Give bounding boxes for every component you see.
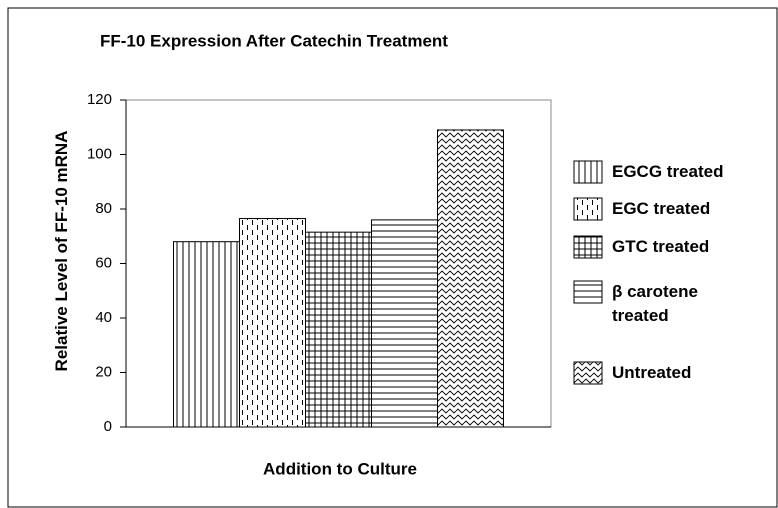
legend-swatch [573, 280, 603, 304]
y-tick-label: 120 [87, 91, 112, 108]
legend-swatch [573, 235, 603, 259]
legend-label: EGCG treated [612, 162, 724, 181]
y-tick-label: 20 [95, 363, 112, 380]
legend-swatch [573, 361, 603, 385]
y-tick-label: 80 [95, 200, 112, 217]
bar [371, 219, 438, 428]
legend-label: GTC treated [612, 237, 710, 256]
bar [239, 218, 306, 428]
chart-title: FF-10 Expression After Catechin Treatmen… [100, 31, 448, 50]
y-tick-label: 40 [95, 309, 112, 326]
y-axis-label: Relative Level of FF-10 mRNA [52, 130, 71, 372]
legend-swatch [573, 197, 603, 221]
bar [437, 129, 504, 428]
bar [305, 231, 372, 428]
legend-swatch [573, 160, 603, 184]
frame [7, 7, 778, 508]
legend-label: β carotene treated [612, 282, 698, 325]
x-axis-label: Addition to Culture [263, 459, 417, 478]
bar [173, 241, 240, 428]
legend-label: Untreated [612, 363, 692, 382]
y-tick-label: 60 [95, 254, 112, 271]
y-tick-label: 0 [104, 418, 112, 435]
legend-label: EGC treated [612, 199, 711, 218]
y-tick-label: 100 [87, 145, 112, 162]
